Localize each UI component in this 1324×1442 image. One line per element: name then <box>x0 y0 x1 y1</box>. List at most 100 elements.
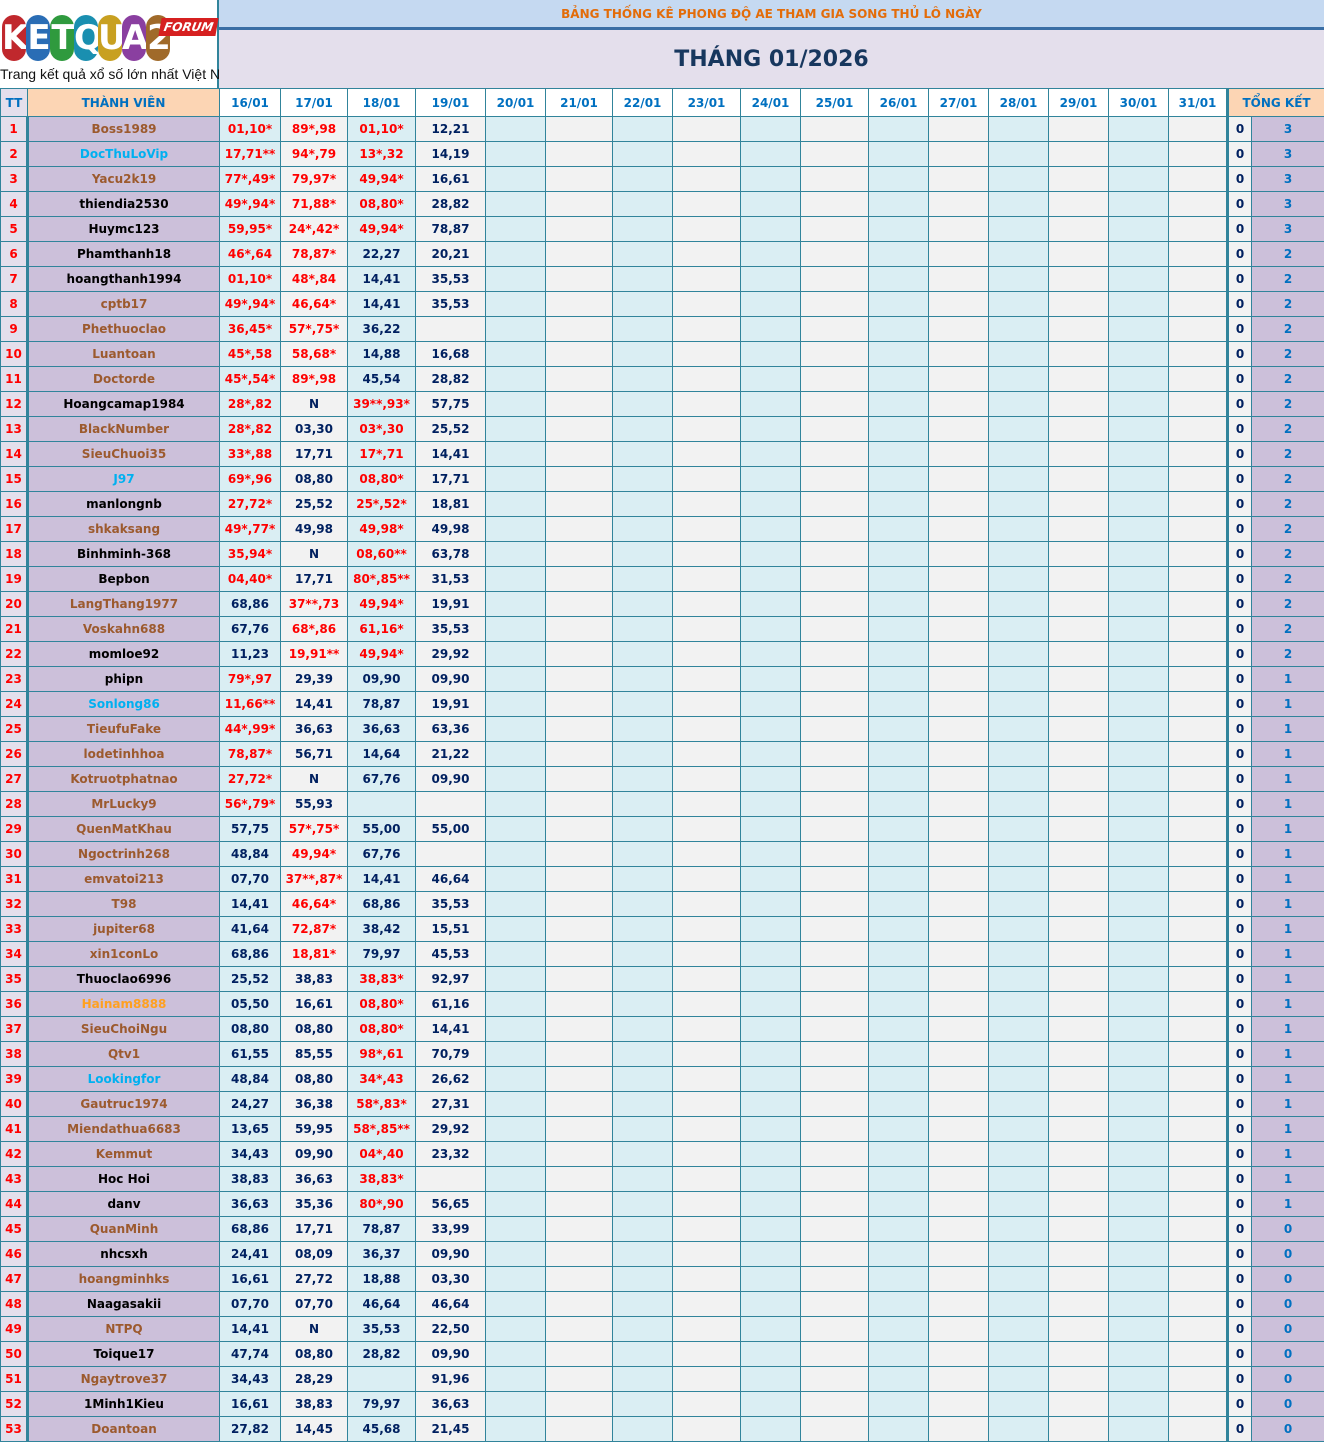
result-cell <box>347 791 416 817</box>
empty-cell <box>485 766 546 792</box>
table-row: 15 J97 69*,96 08,80 08,80* 17,71 0 2 <box>0 466 1324 492</box>
table-row: 19 Bepbon 04,40* 17,71 80*,85** 31,53 0 2 <box>0 566 1324 592</box>
empty-cell <box>1108 816 1169 842</box>
empty-cell <box>545 341 613 367</box>
member-name: manlongnb <box>27 491 220 517</box>
empty-cell <box>545 241 613 267</box>
row-number: 16 <box>0 491 29 517</box>
result-cell: 79,97 <box>347 941 416 967</box>
empty-cell <box>988 791 1049 817</box>
result-cell: 01,10* <box>219 116 281 142</box>
empty-cell <box>800 391 869 417</box>
empty-cell <box>1108 1266 1169 1292</box>
result-cell: 14,64 <box>347 741 416 767</box>
row-number: 25 <box>0 716 29 742</box>
empty-cell <box>612 891 673 917</box>
empty-cell <box>485 391 546 417</box>
empty-cell <box>740 416 801 442</box>
result-cell: 79*,97 <box>219 666 281 692</box>
logo-tagline: Trang kết quả xổ số lớn nhất Việt Nam <box>0 66 240 82</box>
empty-cell <box>545 441 613 467</box>
member-name: Hoc Hoi <box>27 1166 220 1192</box>
total-score: 0 <box>1250 1391 1324 1417</box>
total-count: 0 <box>1226 966 1252 992</box>
result-cell: 13*,32 <box>347 141 416 167</box>
empty-cell <box>988 1291 1049 1317</box>
result-cell: 18,88 <box>347 1266 416 1292</box>
empty-cell <box>928 1241 989 1267</box>
member-name: Naagasakii <box>27 1291 220 1317</box>
total-score: 3 <box>1250 141 1324 167</box>
total-score: 3 <box>1250 191 1324 217</box>
empty-cell <box>740 1141 801 1167</box>
result-cell: N <box>280 541 348 567</box>
empty-cell <box>1168 1166 1228 1192</box>
header-total: TỔNG KẾT <box>1225 88 1324 117</box>
result-cell: 59,95 <box>280 1116 348 1142</box>
empty-cell <box>1048 1416 1109 1442</box>
result-cell: 03,30 <box>415 1266 486 1292</box>
empty-cell <box>545 1091 613 1117</box>
result-cell: 69*,96 <box>219 466 281 492</box>
result-cell: 78,87 <box>347 1216 416 1242</box>
empty-cell <box>868 616 929 642</box>
empty-cell <box>545 716 613 742</box>
result-cell: 08,09 <box>280 1241 348 1267</box>
empty-cell <box>800 141 869 167</box>
empty-cell <box>800 941 869 967</box>
total-count: 0 <box>1226 691 1252 717</box>
empty-cell <box>672 691 741 717</box>
empty-cell <box>612 341 673 367</box>
total-count: 0 <box>1226 1241 1252 1267</box>
total-score: 1 <box>1250 816 1324 842</box>
empty-cell <box>800 691 869 717</box>
total-count: 0 <box>1226 1141 1252 1167</box>
empty-cell <box>868 541 929 567</box>
empty-cell <box>868 1241 929 1267</box>
empty-cell <box>868 1366 929 1392</box>
empty-cell <box>672 1241 741 1267</box>
empty-cell <box>1108 1116 1169 1142</box>
result-cell: 15,51 <box>415 916 486 942</box>
row-number: 12 <box>0 391 29 417</box>
total-score: 2 <box>1250 316 1324 342</box>
table-row: 35 Thuoclao6996 25,52 38,83 38,83* 92,97 0 1 <box>0 966 1324 992</box>
result-cell: 18,81 <box>415 491 486 517</box>
result-cell: 46,64 <box>347 1291 416 1317</box>
empty-cell <box>988 416 1049 442</box>
empty-cell <box>1048 866 1109 892</box>
empty-cell <box>612 741 673 767</box>
row-number: 27 <box>0 766 29 792</box>
total-count: 0 <box>1226 166 1252 192</box>
result-cell: 38,83* <box>347 1166 416 1192</box>
total-count: 0 <box>1226 741 1252 767</box>
empty-cell <box>485 641 546 667</box>
empty-cell <box>485 866 546 892</box>
result-cell <box>415 791 486 817</box>
empty-cell <box>612 316 673 342</box>
row-number: 39 <box>0 1066 29 1092</box>
empty-cell <box>1168 141 1228 167</box>
empty-cell <box>1108 1166 1169 1192</box>
empty-cell <box>1048 1291 1109 1317</box>
result-cell: 49,98 <box>280 516 348 542</box>
total-count: 0 <box>1226 1316 1252 1342</box>
empty-cell <box>988 816 1049 842</box>
result-cell: 08,80 <box>219 1016 281 1042</box>
member-name: NTPQ <box>27 1316 220 1342</box>
row-number: 42 <box>0 1141 29 1167</box>
empty-cell <box>672 1041 741 1067</box>
result-cell: 38,83* <box>347 966 416 992</box>
table-row: 16 manlongnb 27,72* 25,52 25*,52* 18,81 0 2 <box>0 491 1324 517</box>
empty-cell <box>1048 166 1109 192</box>
empty-cell <box>740 841 801 867</box>
empty-cell <box>545 466 613 492</box>
empty-cell <box>1048 1016 1109 1042</box>
empty-cell <box>1048 316 1109 342</box>
total-score: 2 <box>1250 366 1324 392</box>
result-cell: 57*,75* <box>280 816 348 842</box>
total-count: 0 <box>1226 666 1252 692</box>
empty-cell <box>612 641 673 667</box>
total-score: 1 <box>1250 1166 1324 1192</box>
member-name: danv <box>27 1191 220 1217</box>
